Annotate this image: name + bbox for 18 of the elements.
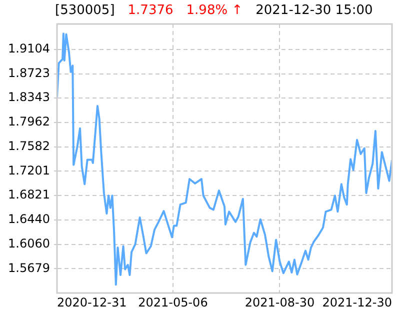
text: 1.98% ↑: [186, 3, 243, 18]
y-tick-label: 1.9104: [8, 41, 50, 56]
x-tick-label: 2021-12-30: [322, 295, 392, 310]
y-tick-label: 1.5679: [8, 260, 50, 275]
y-tick-label: 1.8343: [8, 90, 50, 104]
x-tick-label: 2021-05-06: [138, 295, 208, 310]
y-tick-label: 1.7201: [8, 163, 50, 178]
y-tick-label: 1.7582: [8, 138, 50, 153]
y-tick-label: 1.6060: [8, 236, 50, 250]
text: 2021-12-30 15:00: [256, 3, 373, 18]
x-tick-label: 2020-12-31: [57, 295, 127, 310]
y-tick-label: 1.8723: [8, 66, 50, 80]
text: 1.7376: [128, 3, 174, 18]
y-tick-label: 1.6821: [8, 188, 50, 202]
x-tick-label: 2021-08-30: [244, 295, 315, 310]
y-tick-label: 1.6440: [8, 212, 50, 226]
y-tick-label: 1.7962: [8, 114, 50, 129]
chart-title: [530005]: [55, 3, 115, 18]
